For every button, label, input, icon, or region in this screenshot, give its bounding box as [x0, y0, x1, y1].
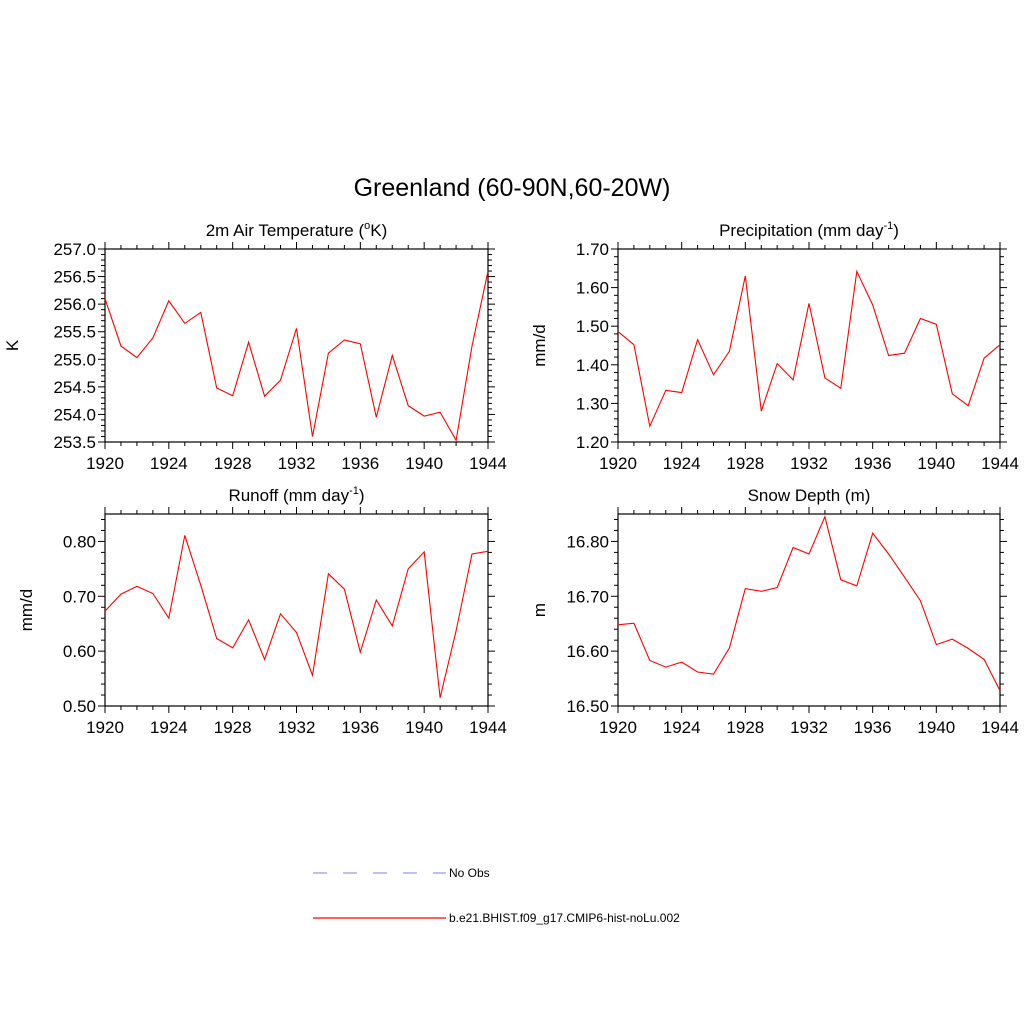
y-tick-label: 255.5	[53, 323, 96, 342]
y-axis-label: K	[3, 339, 22, 351]
panel-title-text-end: K)	[370, 221, 387, 240]
x-tick-label: 1940	[405, 454, 443, 473]
y-tick-label: 1.30	[576, 394, 609, 413]
y-tick-label: 1.50	[576, 317, 609, 336]
x-tick-label: 1928	[214, 718, 252, 737]
x-tick-label: 1928	[214, 454, 252, 473]
legend-label-no-obs: No Obs	[449, 866, 490, 880]
x-tick-label: 1932	[278, 454, 316, 473]
x-tick-label: 1920	[599, 718, 637, 737]
y-tick-label: 0.60	[63, 642, 96, 661]
panels-group: 1920 1924 1928 1932 1936 1940 1944 253.5 254.0 25…	[3, 220, 1019, 737]
y-axis-label: mm/d	[17, 589, 36, 632]
y-tick-label: 1.40	[576, 356, 609, 375]
y-tick-label: 0.70	[63, 587, 96, 606]
x-tick-label: 1944	[981, 718, 1019, 737]
x-tick-label: 1936	[854, 718, 892, 737]
y-tick-label: 257.0	[53, 240, 96, 259]
x-tick-label: 1940	[405, 718, 443, 737]
x-tick-label: 1932	[790, 454, 828, 473]
x-tick-label: 1920	[86, 718, 124, 737]
x-tick-label: 1944	[469, 454, 507, 473]
figure-title: Greenland (60-90N,60-20W)	[354, 174, 671, 202]
y-tick-label: 256.5	[53, 268, 96, 287]
x-tick-label: 1940	[917, 718, 955, 737]
panel-title-text: 2m Air Temperature (	[206, 221, 365, 240]
legend: No Obs b.e21.BHIST.f09_g17.CMIP6-hist-no…	[313, 866, 680, 925]
x-tick-label: 1932	[278, 718, 316, 737]
y-tick-label: 16.50	[566, 697, 609, 716]
panel-title-superscript: o	[364, 220, 370, 232]
y-tick-label: 256.0	[53, 295, 96, 314]
x-tick-label: 1924	[663, 454, 701, 473]
panel-title-superscript: -1	[349, 485, 359, 497]
panel-title-text-end: )	[893, 221, 899, 240]
y-tick-label: 254.5	[53, 378, 96, 397]
panel-title-text: Runoff (mm day	[228, 486, 349, 505]
series-line-precipitation	[617, 269, 1001, 429]
panel-air-temperature: 1920 1924 1928 1932 1936 1940 1944 253.5 254.0 25…	[3, 220, 507, 473]
x-tick-label: 1936	[341, 454, 379, 473]
y-tick-label: 16.60	[566, 642, 609, 661]
panel-title-text-end: )	[359, 486, 365, 505]
series-line-air-temperature	[104, 270, 489, 442]
y-tick-label: 16.70	[566, 587, 609, 606]
x-tick-label: 1924	[150, 718, 188, 737]
x-tick-label: 1940	[917, 454, 955, 473]
y-tick-label: 1.60	[576, 279, 609, 298]
y-tick-label: 16.80	[566, 532, 609, 551]
panel-title-text: Snow Depth (m)	[748, 486, 871, 505]
panel-runoff: 1920 1924 1928 1932 1936 1940 1944 0.50 0.60 0.70…	[17, 485, 507, 737]
x-tick-label: 1944	[981, 454, 1019, 473]
x-tick-label: 1924	[663, 718, 701, 737]
panel-precipitation: 1920 1924 1928 1932 1936 1940 1944 1.20 1.30 1.40…	[530, 220, 1019, 473]
panel-title: 2m Air Temperature (oK)	[206, 220, 388, 240]
y-tick-label: 1.20	[576, 433, 609, 452]
x-tick-label: 1936	[341, 718, 379, 737]
x-tick-label: 1932	[790, 718, 828, 737]
x-tick-label: 1920	[86, 454, 124, 473]
y-tick-label: 1.70	[576, 240, 609, 259]
x-tick-label: 1920	[599, 454, 637, 473]
x-tick-label: 1928	[726, 454, 764, 473]
plot-frame	[617, 248, 1001, 443]
panel-title: Snow Depth (m)	[748, 486, 871, 505]
x-tick-label: 1944	[469, 718, 507, 737]
plot-frame	[104, 248, 489, 443]
y-tick-label: 255.0	[53, 350, 96, 369]
y-tick-label: 0.50	[63, 697, 96, 716]
y-tick-label: 0.80	[63, 532, 96, 551]
x-tick-label: 1928	[726, 718, 764, 737]
y-axis-label: mm/d	[530, 324, 549, 367]
plot-frame	[617, 513, 1001, 707]
y-tick-label: 254.0	[53, 405, 96, 424]
x-tick-label: 1924	[150, 454, 188, 473]
panel-title: Precipitation (mm day-1)	[719, 220, 899, 240]
panel-snow-depth: 1920 1924 1928 1932 1936 1940 1944 16.50 16.60 16…	[530, 486, 1019, 737]
series-line-runoff	[104, 535, 489, 698]
panel-title-text: Precipitation (mm day	[719, 221, 884, 240]
series-line-snow-depth	[617, 514, 1001, 691]
legend-label-model: b.e21.BHIST.f09_g17.CMIP6-hist-noLu.002	[449, 911, 680, 925]
panel-title-superscript: -1	[883, 220, 893, 232]
y-tick-label: 253.5	[53, 433, 96, 452]
y-axis-label: m	[530, 603, 549, 617]
panel-title: Runoff (mm day-1)	[228, 485, 364, 505]
x-tick-label: 1936	[854, 454, 892, 473]
